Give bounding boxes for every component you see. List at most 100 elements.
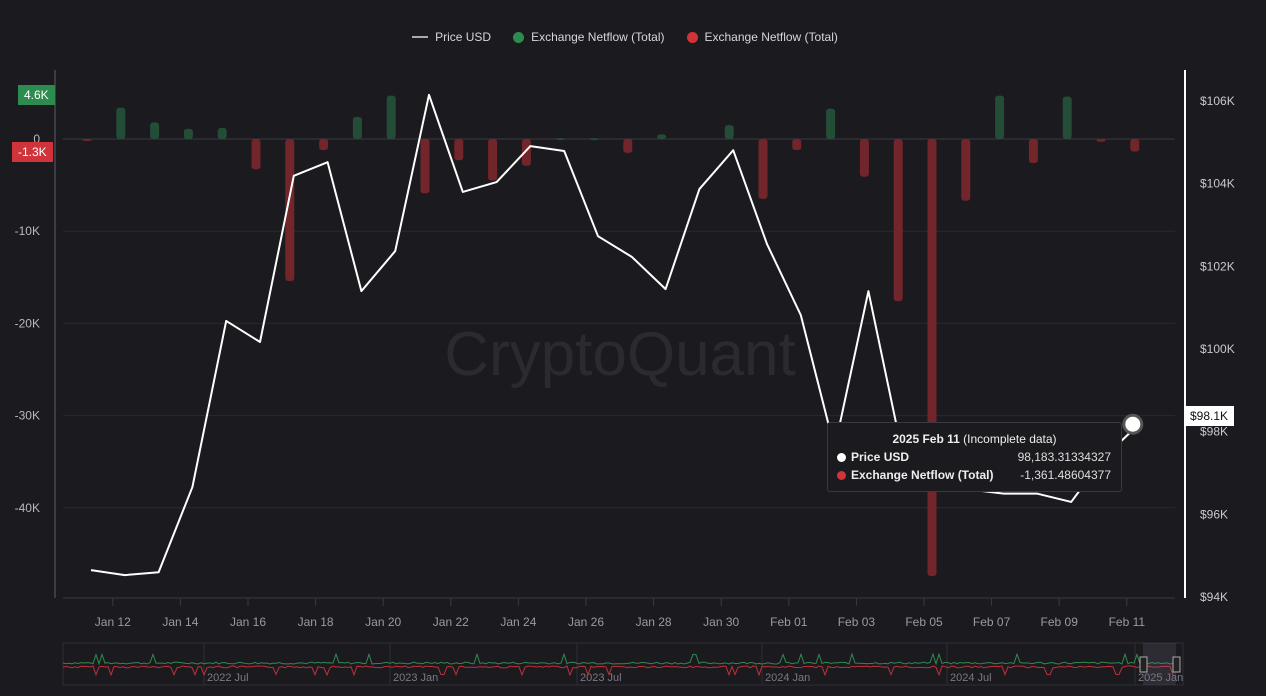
x-axis-tick: Jan 20 [365,615,401,629]
netflow-bar [251,139,261,170]
x-axis-tick: Jan 26 [568,615,604,629]
tooltip-date: 2025 Feb 11 [892,432,960,446]
left-axis-tick: -20K [15,316,40,330]
netflow-bar [758,139,768,199]
netflow-bar [285,139,295,281]
navigator-label: 2023 Jan [393,672,438,684]
netflow-bar [1096,139,1106,142]
netflow-bar [521,139,531,166]
right-axis-tick: $98K [1200,425,1228,439]
netflow-bar [623,139,633,153]
watermark: CryptoQuant [444,320,796,389]
navigator-handle[interactable] [1172,656,1181,673]
netflow-bar [1130,139,1140,152]
netflow-bar [116,107,126,139]
navigator-label: 2024 Jan [765,672,810,684]
netflow-bar [1062,96,1072,139]
tooltip-note: (Incomplete data) [963,432,1057,446]
netflow-bar [589,138,599,141]
x-axis-tick: Feb 05 [905,615,943,629]
legend-item-netflow-positive[interactable]: Exchange Netflow (Total) [513,30,665,44]
navigator-handle[interactable] [1139,656,1148,673]
right-axis-tick: $104K [1200,177,1235,191]
x-axis-tick: Jan 14 [162,615,198,629]
x-axis-tick: Jan 30 [703,615,739,629]
legend-label: Price USD [435,30,492,44]
hover-point-marker [1122,413,1144,435]
x-axis-tick: Feb 11 [1109,615,1146,629]
netflow-bar [724,125,734,139]
netflow-bar [1028,139,1038,163]
netflow-bar [657,134,667,139]
x-axis-tick: Jan 12 [95,615,131,629]
left-axis-tick: 0 [33,132,40,146]
red-dot-icon [686,31,698,43]
price-last-badge: $98.1K [1184,406,1235,426]
navigator-frame [62,642,1184,686]
navigator-selection [1143,643,1176,685]
legend-label: Exchange Netflow (Total) [531,30,665,44]
tooltip: 2025 Feb 11 (Incomplete data) Price USD 9… [827,422,1122,492]
navigator-label: 2025 Jan [1138,672,1183,684]
netflow-bar [826,108,836,139]
tooltip-title: 2025 Feb 11 (Incomplete data) [828,432,1121,446]
x-axis-tick: Feb 01 [770,615,808,629]
netflow-bar [488,139,498,181]
navigator-label: 2024 Jul [950,672,992,684]
line-swatch-icon [412,36,429,38]
netflow-bar [319,139,329,151]
navigator-series-green [62,652,1174,666]
left-axis-tick: -30K [15,409,40,423]
netflow-bar [217,127,227,139]
netflow-bar [82,139,92,141]
legend-item-price[interactable]: Price USD [412,30,491,44]
netflow-bar [961,139,971,201]
netflow-bar [792,139,802,151]
x-axis-tick: Jan 16 [230,615,266,629]
tooltip-value: 98,183.31334327 [1017,450,1111,464]
tooltip-series-name: Exchange Netflow (Total) [851,468,994,482]
right-axis-tick: $106K [1200,94,1235,108]
legend: Price USD Exchange Netflow (Total) Excha… [0,30,1250,44]
x-axis-tick: Feb 09 [1041,615,1079,629]
tooltip-value: -1,361.48604377 [1020,468,1111,482]
netflow-bar [995,95,1005,139]
navigator-label: 2022 Jul [207,672,249,684]
tooltip-row-price: Price USD 98,183.31334327 [837,450,1121,464]
x-axis-tick: Jan 28 [636,615,672,629]
navigator: 2022 Jul 2023 Jan 2023 Jul 2024 Jan 2024 Jul… [62,642,1184,686]
netflow-bar [352,116,362,139]
x-axis-tick: Jan 18 [298,615,334,629]
tooltip-row-netflow: Exchange Netflow (Total) -1,361.48604377 [837,468,1121,482]
x-axis-tick: Feb 03 [838,615,876,629]
netflow-bar [859,139,869,177]
netflow-bar [150,122,160,139]
tooltip-series-name: Price USD [851,450,910,464]
x-axis-tick: Jan 24 [500,615,536,629]
netflow-max-badge: 4.6K [18,85,55,105]
netflow-last-badge: -1.3K [12,142,53,162]
green-dot-icon [513,31,525,43]
right-axis-tick: $102K [1200,259,1235,273]
red-dot-icon [837,470,846,480]
netflow-bar [420,139,430,194]
white-dot-icon [837,452,846,462]
netflow-bar [555,138,565,141]
netflow-bar [893,139,903,302]
navigator-label: 2023 Jul [580,672,622,684]
x-axis-tick: Jan 22 [433,615,469,629]
netflow-bar [386,95,396,139]
right-axis-tick: $94K [1200,590,1228,604]
navigator-series-red [62,665,1174,677]
left-axis-tick: -10K [15,224,40,238]
netflow-bar [183,128,193,139]
legend-label: Exchange Netflow (Total) [704,30,838,44]
right-axis-tick: $96K [1200,507,1228,521]
x-axis-tick: Feb 07 [973,615,1011,629]
netflow-bar [454,139,464,161]
legend-item-netflow-negative[interactable]: Exchange Netflow (Total) [686,30,838,44]
right-axis-tick: $100K [1200,342,1235,356]
netflow-bar [927,139,937,577]
left-axis-tick: -40K [15,501,40,515]
